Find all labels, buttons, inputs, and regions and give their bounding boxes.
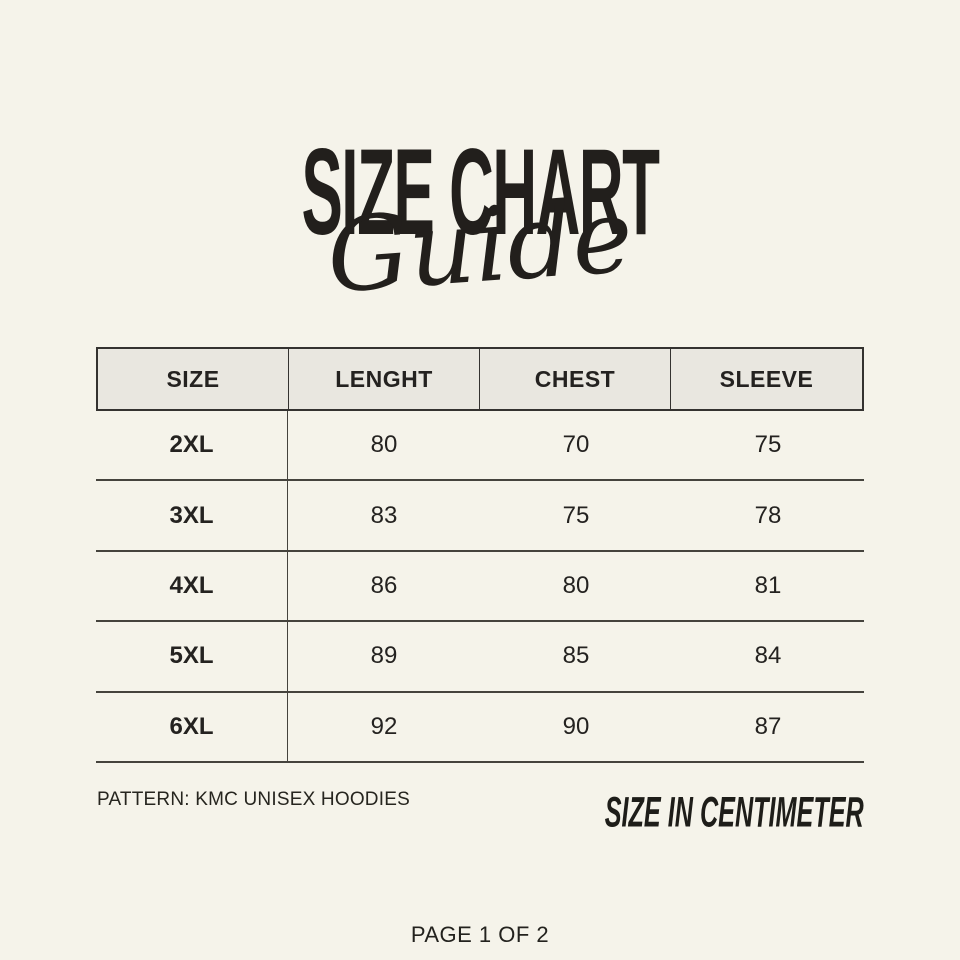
size-table: SIZE LENGHT CHEST SLEEVE 2XL 80 70 75 3X… (96, 347, 864, 763)
sleeve-value: 78 (754, 501, 782, 529)
size-label: 3XL (96, 481, 288, 550)
size-label: 6XL (96, 692, 288, 761)
pattern-note: PATTERN: KMC UNISEX HOODIES (97, 789, 410, 810)
length-value: 92 (370, 712, 398, 740)
column-header-length: LENGHT (289, 349, 480, 409)
chest-value: 80 (562, 571, 590, 599)
chest-value: 70 (562, 431, 590, 459)
column-header-chest: CHEST (480, 349, 671, 409)
chest-value: 90 (562, 712, 590, 740)
length-value: 86 (370, 571, 398, 599)
sleeve-value: 87 (754, 712, 782, 740)
size-label: 4XL (96, 551, 288, 621)
unit-note: SIZE IN CENTIMETER (604, 788, 864, 837)
length-value: 83 (370, 501, 398, 529)
table-row: 3XL 83 75 78 (96, 481, 864, 552)
column-header-sleeve: SLEEVE (719, 365, 814, 392)
column-header-size: SIZE (98, 349, 289, 409)
table-header-row: SIZE LENGHT CHEST SLEEVE (96, 347, 864, 411)
page-indicator: PAGE 1 OF 2 (410, 922, 550, 947)
chest-value: 85 (562, 642, 590, 670)
length-value: 89 (370, 642, 398, 670)
title-block: SIZE CHART Guide (0, 0, 960, 317)
table-row: 6XL 92 90 87 (96, 692, 864, 763)
size-label: 5XL (96, 622, 288, 691)
sleeve-value: 75 (754, 431, 782, 459)
sleeve-value: 81 (754, 571, 782, 599)
length-value: 80 (370, 431, 398, 459)
table-row: 4XL 86 80 81 (96, 551, 864, 623)
page-title: SIZE CHART (301, 124, 660, 262)
table-row: 2XL 80 70 75 (96, 411, 864, 482)
chest-value: 75 (562, 501, 590, 529)
sleeve-value: 84 (754, 642, 782, 670)
size-label: 2XL (96, 411, 288, 480)
table-row: 5XL 89 85 84 (96, 622, 864, 693)
